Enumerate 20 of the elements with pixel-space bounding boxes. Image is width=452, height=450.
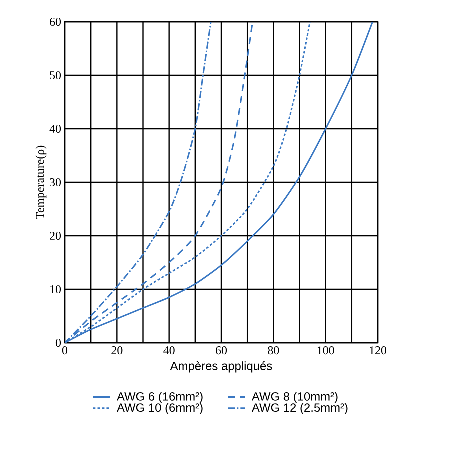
x-tick-label: 80 — [268, 346, 280, 355]
x-tick-label: 120 — [370, 346, 387, 355]
x-tick-label: 20 — [112, 346, 123, 355]
x-axis-title: Ampères appliqués — [170, 361, 272, 373]
legend-label: AWG 12 (2.5mm²) — [252, 403, 348, 414]
legend-label: AWG 8 (10mm²) — [252, 392, 338, 404]
legend-label: AWG 10 (6mm²) — [117, 403, 203, 414]
x-tick-label: 0 — [62, 346, 68, 355]
x-tick-label: 100 — [318, 346, 334, 355]
x-tick-label: 60 — [216, 346, 228, 355]
legend-label: AWG 6 (16mm²) — [117, 392, 203, 404]
y-tick-label: 50 — [50, 71, 62, 80]
y-tick-label: 0 — [56, 338, 62, 348]
y-tick-label: 20 — [50, 232, 62, 240]
y-tick-label: 10 — [50, 285, 62, 294]
y-tick-label: 60 — [50, 18, 62, 26]
y-axis-title: Temperature(ρ) — [36, 146, 47, 220]
y-tick-label: 40 — [50, 124, 62, 134]
y-tick-label: 30 — [50, 178, 62, 187]
x-tick-label: 40 — [164, 346, 175, 355]
